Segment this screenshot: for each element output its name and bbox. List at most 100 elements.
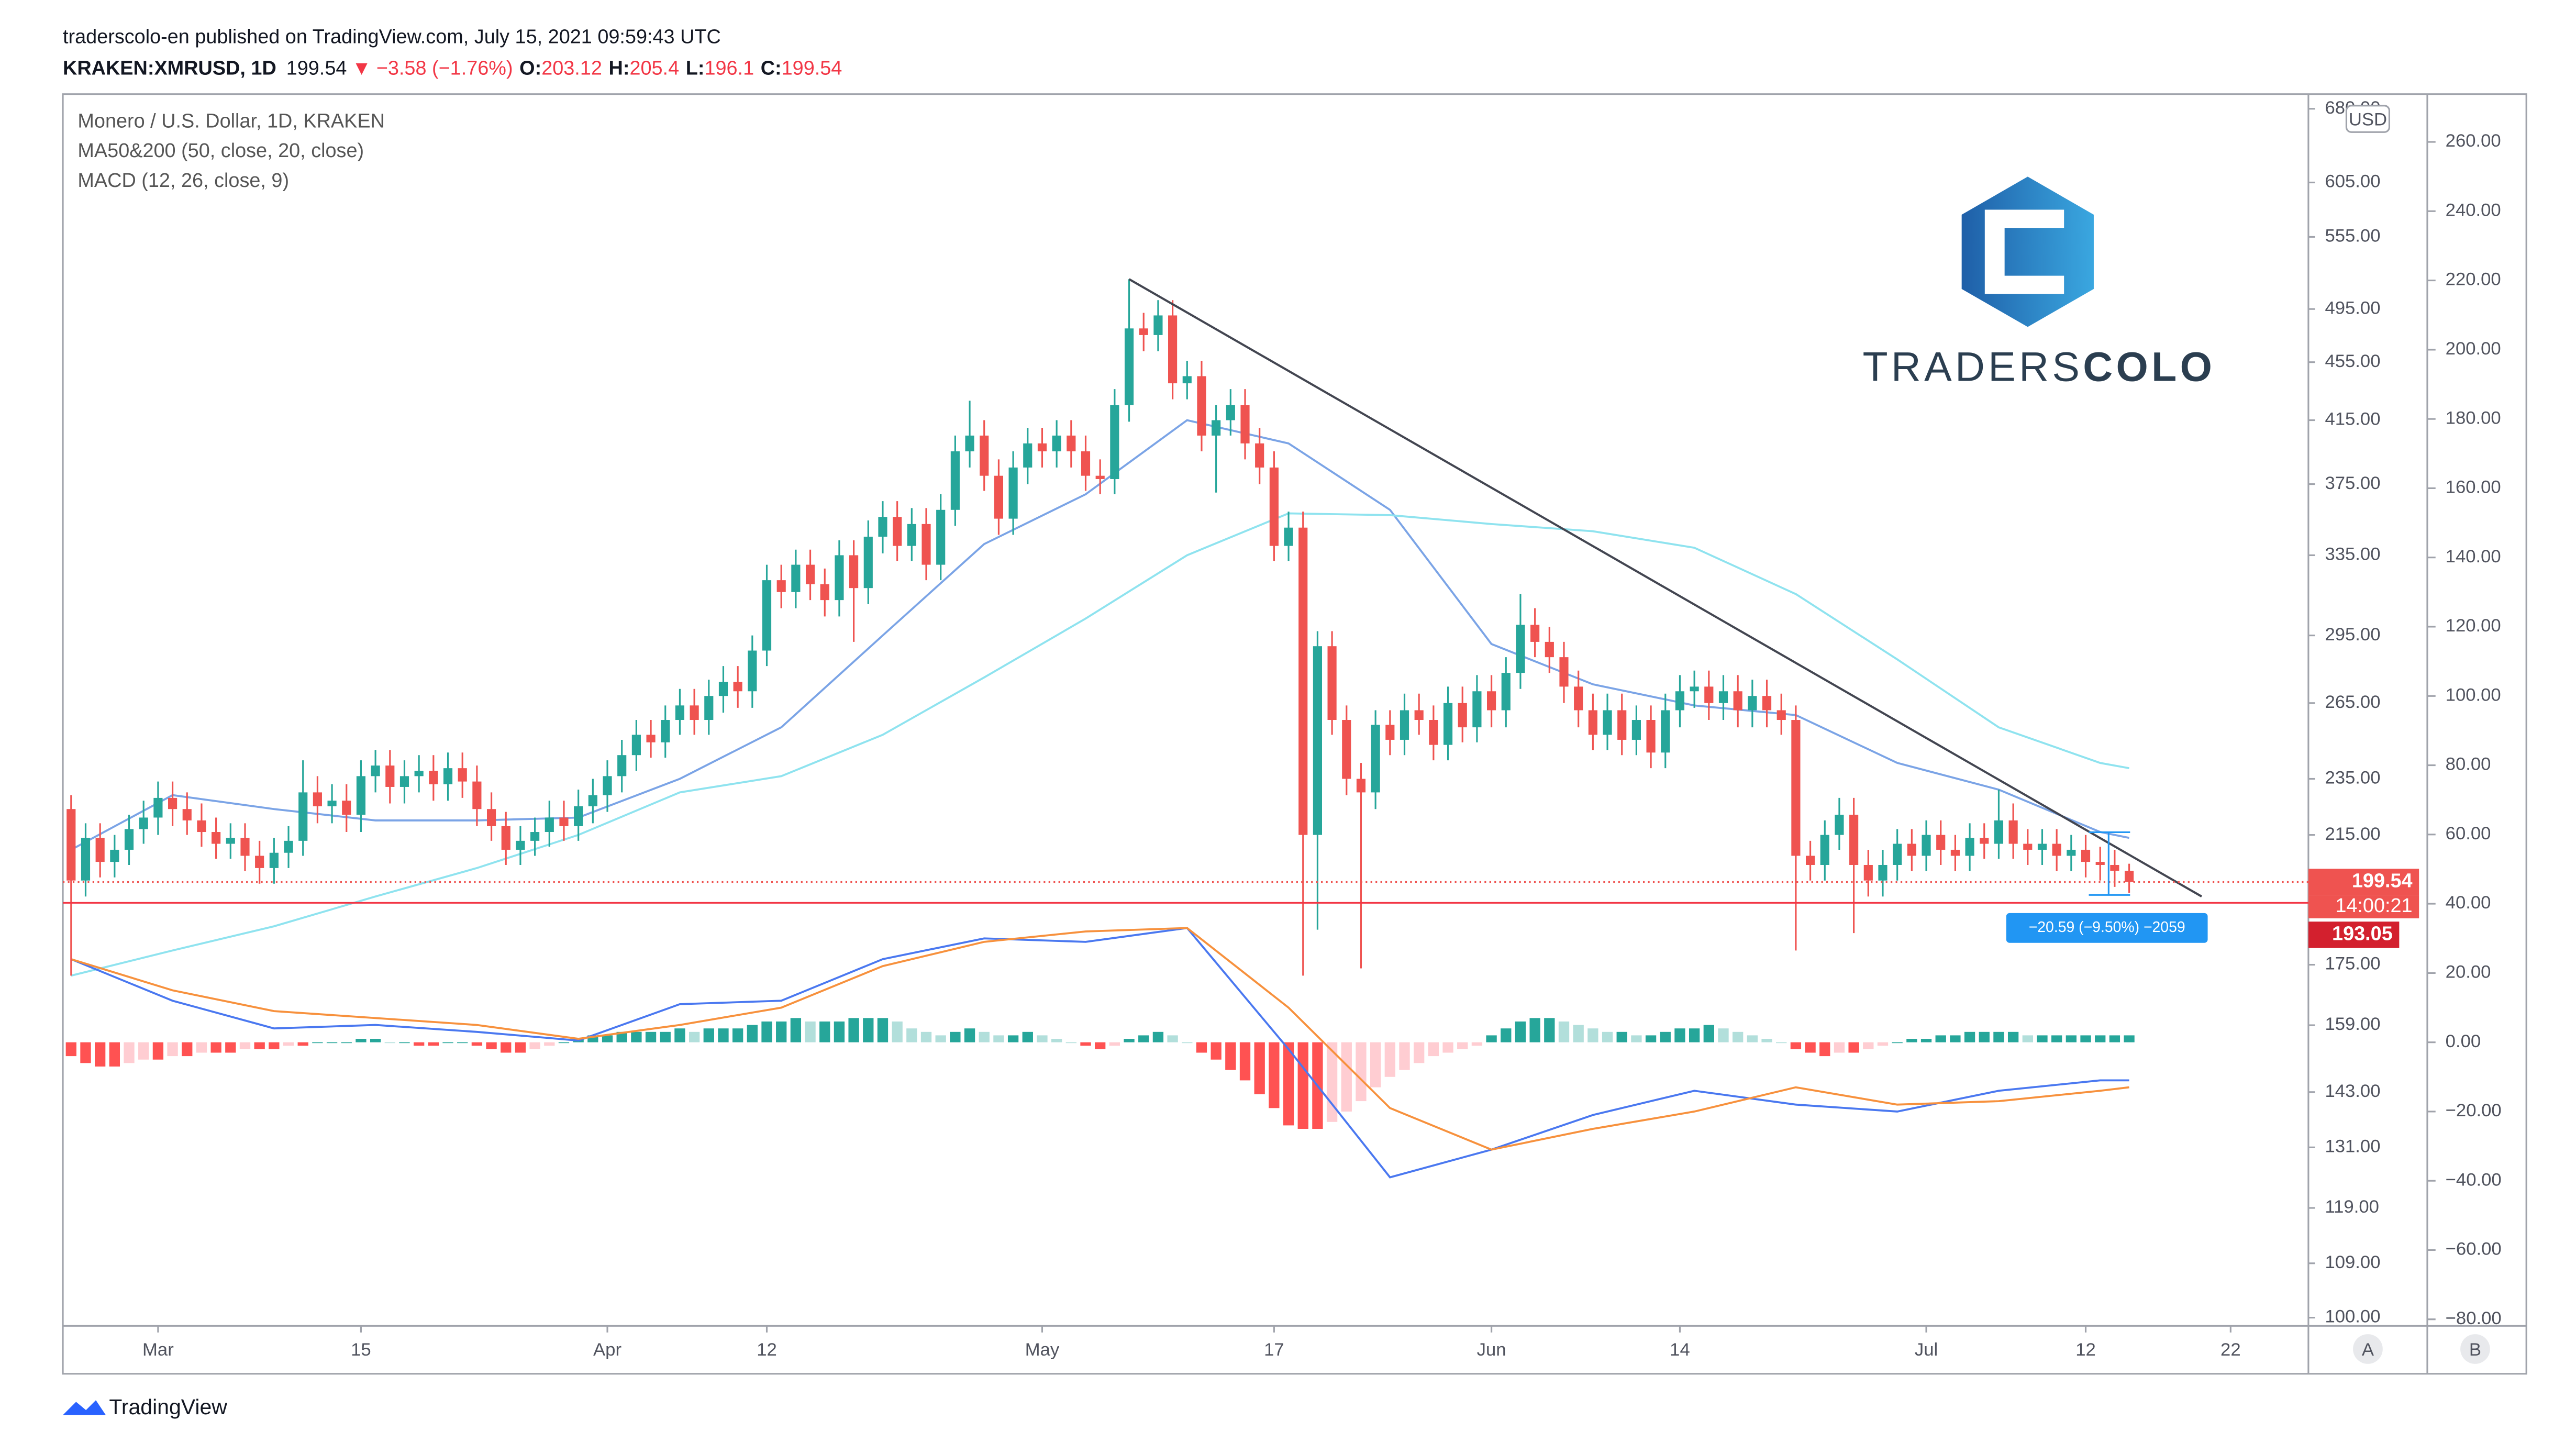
macd-histogram-bar	[1225, 1042, 1236, 1070]
y-tick-label: 375.00	[2325, 473, 2380, 493]
candle-body	[907, 524, 916, 546]
macd-histogram-bar	[1733, 1031, 1744, 1042]
candle-body	[1067, 435, 1076, 452]
macd-histogram-bar	[1486, 1035, 1497, 1042]
y-tick-label: 235.00	[2325, 768, 2380, 788]
y2-tick-label: 0.00	[2446, 1031, 2481, 1051]
macd-histogram-bar	[414, 1042, 425, 1046]
macd-histogram-bar	[616, 1031, 627, 1042]
x-tick-label: Jun	[1477, 1340, 1506, 1360]
macd-histogram-bar	[1254, 1042, 1265, 1094]
candle-body	[1588, 710, 1597, 735]
macd-histogram-bar	[1341, 1042, 1352, 1112]
candle-body	[2095, 862, 2105, 865]
macd-histogram-bar	[1399, 1042, 1410, 1070]
macd-histogram-bar	[1674, 1028, 1685, 1042]
b-label[interactable]: B	[2469, 1340, 2481, 1360]
candle-body	[1458, 703, 1467, 728]
publish-line: traderscolo-en published on TradingView.…	[63, 26, 721, 48]
candle-body	[298, 792, 308, 841]
legend-ma: MA50&200 (50, close, 20, close)	[77, 140, 364, 162]
candle-body	[1863, 864, 1873, 881]
macd-histogram-bar	[182, 1042, 193, 1057]
macd-histogram-bar	[515, 1042, 526, 1053]
macd-histogram-bar	[1573, 1025, 1584, 1042]
candle-body	[81, 838, 91, 881]
b-button[interactable]	[2460, 1334, 2490, 1364]
candle-body	[1197, 376, 1206, 436]
macd-histogram-bar	[1007, 1035, 1019, 1042]
x-tick-label: May	[1025, 1340, 1060, 1360]
macd-histogram-bar	[370, 1039, 381, 1042]
macd-histogram-bar	[1239, 1042, 1251, 1081]
brand-icon	[63, 1400, 106, 1415]
candle-body	[2067, 849, 2076, 856]
candle-body	[1820, 835, 1829, 865]
macd-histogram-bar	[1471, 1042, 1483, 1046]
y2-tick-label: −40.00	[2446, 1170, 2502, 1190]
candle-body	[1153, 315, 1163, 335]
macd-histogram-bar	[1109, 1042, 1120, 1046]
candle-body	[1255, 443, 1264, 468]
y2-tick-label: 260.00	[2446, 131, 2501, 151]
x-tick-label: 12	[2075, 1340, 2096, 1360]
macd-histogram-bar	[2022, 1035, 2033, 1042]
macd-histogram-bar	[602, 1035, 613, 1042]
y2-tick-label: −20.00	[2446, 1101, 2502, 1120]
macd-histogram-bar	[1211, 1042, 1222, 1060]
candle-body	[2081, 849, 2091, 862]
symbol-line: KRAKEN:XMRUSD, 1D 199.54 ▼ −3.58 (−1.76%) O:…	[63, 57, 842, 79]
macd-histogram-bar	[805, 1021, 816, 1042]
logo-light: TRADERS	[1862, 343, 2083, 390]
macd-histogram-bar	[558, 1042, 570, 1044]
macd-histogram-bar	[297, 1042, 308, 1046]
candle-body	[1965, 838, 1974, 856]
macd-histogram-bar	[1790, 1042, 1802, 1049]
macd-histogram-bar	[356, 1039, 367, 1042]
candle-body	[574, 806, 583, 826]
candle-body	[1675, 691, 1685, 711]
macd-histogram-bar	[1616, 1031, 1627, 1042]
macd-histogram-bar	[2124, 1035, 2135, 1042]
candle-body	[1501, 673, 1511, 711]
auto-label[interactable]: A	[2362, 1340, 2374, 1360]
candle-body	[1603, 710, 1612, 735]
candle-body	[1893, 843, 1902, 865]
x-tick-label: 14	[1670, 1340, 1690, 1360]
measure-label: −20.59 (−9.50%) −2059	[2029, 919, 2185, 936]
macd-histogram-bar	[848, 1018, 859, 1042]
candle-body	[776, 580, 786, 592]
candle-body	[443, 768, 453, 784]
macd-histogram-bar	[1906, 1039, 1917, 1042]
auto-button[interactable]	[2353, 1334, 2383, 1364]
candle-body	[110, 849, 119, 862]
candle-body	[661, 720, 670, 742]
macd-histogram-bar	[718, 1028, 729, 1042]
y2-tick-label: 240.00	[2446, 200, 2501, 220]
candle-body	[950, 451, 960, 510]
candle-body	[530, 832, 540, 841]
candle-body	[1994, 820, 2004, 844]
o-label: O:	[519, 57, 541, 79]
candle-body	[1212, 420, 1221, 436]
macd-histogram-bar	[1660, 1031, 1671, 1042]
macd-histogram-bar	[1848, 1042, 1859, 1053]
candle-body	[690, 705, 699, 720]
candle-body	[371, 765, 380, 776]
macd-histogram-bar	[1428, 1042, 1439, 1057]
candle-body	[2023, 843, 2033, 850]
candle-body	[342, 801, 351, 815]
candle-body	[1095, 475, 1105, 480]
macd-histogram-bar	[645, 1031, 657, 1042]
macd-histogram-bar	[2095, 1035, 2106, 1042]
y-tick-label: 415.00	[2325, 409, 2380, 429]
y2-tick-label: 220.00	[2446, 270, 2501, 290]
candle-body	[1704, 686, 1714, 703]
y2-tick-label: 160.00	[2446, 478, 2501, 497]
macd-histogram-bar	[109, 1042, 120, 1067]
currency: USD	[2349, 109, 2387, 129]
candle-body	[501, 826, 510, 850]
candle-body	[820, 584, 829, 601]
macd-histogram-bar	[1167, 1035, 1178, 1042]
